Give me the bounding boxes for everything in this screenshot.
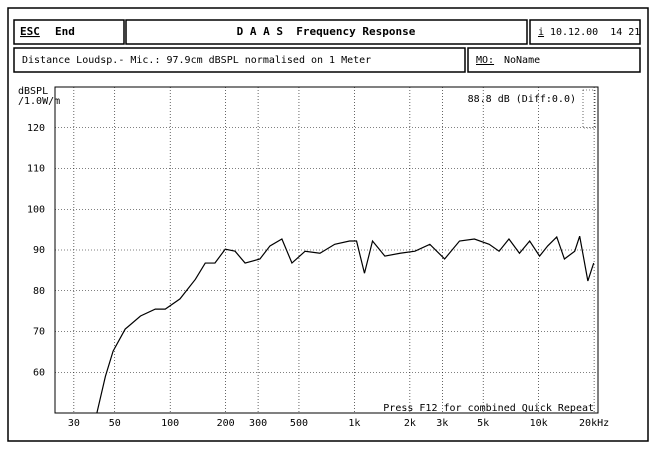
title-box [125,19,528,45]
x-tick-label: 1k [348,418,360,429]
x-tick-label: 20kHz [579,418,609,429]
distance: Distance Loudsp.- Mic.: 97.9cm dBSPL nor… [22,55,371,66]
mo-value: NoName [504,55,540,66]
annotation: 88.8 dB (Diff:0.0) [468,94,576,105]
x-tick-label: 3k [436,418,448,429]
y-tick-label: 120 [27,123,45,134]
y-tick-label: 110 [27,164,45,175]
x-tick-label: 100 [161,418,179,429]
y-tick-label: 90 [33,245,45,256]
x-tick-label: 2k [404,418,416,429]
y-tick-label: 100 [27,204,45,215]
x-tick-label: 10k [530,418,548,429]
response-curve [96,235,595,414]
x-tick-label: 5k [477,418,489,429]
title: D A A S Frequency Response [237,25,416,38]
distance-box [13,47,466,73]
info-key[interactable]: i [538,27,544,38]
frame [7,7,649,442]
scroll-indicator [582,89,596,129]
info-box[interactable] [529,19,641,45]
esc-key[interactable]: ESC [20,25,40,38]
datetime: 10.12.00 14 21 [550,27,640,38]
y-tick-label: 80 [33,286,45,297]
esc-label[interactable]: End [55,25,75,38]
x-tick-label: 30 [68,418,80,429]
mo-key[interactable]: MO: [476,55,494,66]
x-tick-label: 300 [249,418,267,429]
x-tick-label: 500 [290,418,308,429]
y-tick-label: 70 [33,327,45,338]
x-tick-label: 200 [217,418,235,429]
esc-box[interactable] [13,19,125,45]
mo-box[interactable] [467,47,641,73]
x-tick-label: 50 [109,418,121,429]
y-tick-label: 60 [33,367,45,378]
footer-hint: Press F12 for combined Quick Repeat [383,403,594,414]
y-label: /1.0W/m [18,96,60,107]
y-label: dBSPL [18,86,48,97]
